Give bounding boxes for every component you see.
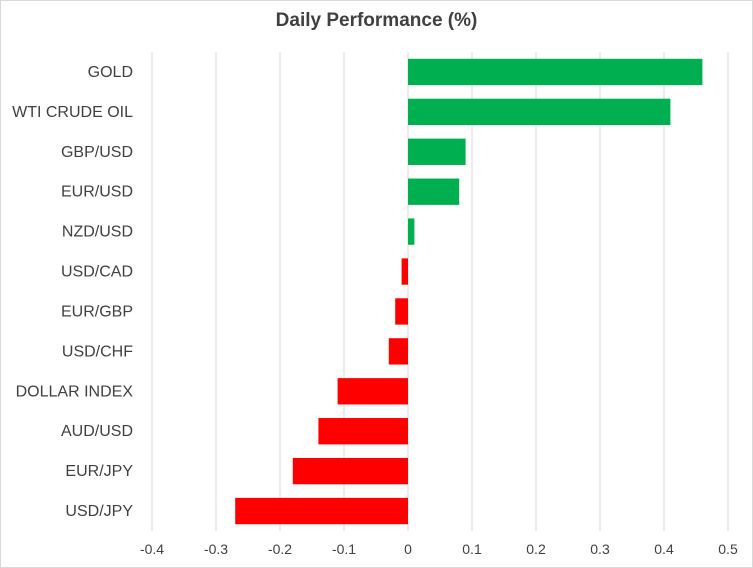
bar xyxy=(408,98,671,126)
category-label: USD/CHF xyxy=(62,343,133,360)
x-tick-label: -0.1 xyxy=(332,541,356,557)
x-tick-label: 0.2 xyxy=(526,541,546,557)
category-label: GOLD xyxy=(88,64,133,81)
x-tick-label: 0.1 xyxy=(462,541,482,557)
x-tick-label: 0.5 xyxy=(718,541,738,557)
category-label: AUD/USD xyxy=(61,423,133,440)
x-tick-label: -0.2 xyxy=(268,541,292,557)
category-label: GBP/USD xyxy=(61,144,133,161)
bar xyxy=(408,178,460,205)
bar xyxy=(395,298,408,325)
category-label: USD/JPY xyxy=(65,503,133,520)
x-tick-label: 0 xyxy=(404,541,412,557)
category-label: EUR/JPY xyxy=(65,463,133,480)
bar xyxy=(408,138,466,165)
bar xyxy=(318,418,408,445)
category-label: USD/CAD xyxy=(61,264,133,281)
category-label: DOLLAR INDEX xyxy=(16,383,134,400)
x-tick-label: -0.4 xyxy=(140,541,164,557)
category-label: NZD/USD xyxy=(62,224,133,241)
bar xyxy=(292,457,408,485)
category-label: WTI CRUDE OIL xyxy=(12,104,133,121)
x-tick-label: -0.3 xyxy=(204,541,228,557)
bar xyxy=(401,258,408,285)
x-tick-label: 0.4 xyxy=(654,541,674,557)
category-label: EUR/GBP xyxy=(61,303,133,320)
x-tick-label: 0.3 xyxy=(590,541,610,557)
chart-title: Daily Performance (%) xyxy=(275,10,478,31)
category-label: EUR/USD xyxy=(61,184,133,201)
bar xyxy=(235,497,408,525)
bar xyxy=(388,338,408,365)
bar xyxy=(337,378,408,405)
bar xyxy=(408,218,415,245)
bar xyxy=(408,58,703,86)
